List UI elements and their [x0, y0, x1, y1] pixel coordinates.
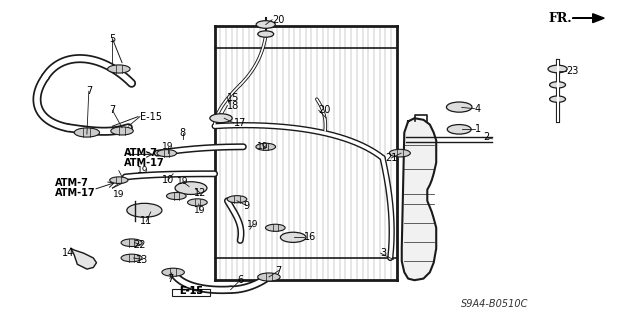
Text: 19: 19	[177, 177, 188, 186]
Ellipse shape	[162, 268, 184, 276]
Text: 1: 1	[474, 124, 481, 134]
Ellipse shape	[74, 128, 100, 137]
Ellipse shape	[109, 177, 128, 183]
Text: 20: 20	[272, 15, 284, 25]
Ellipse shape	[121, 239, 142, 247]
Text: 19: 19	[137, 166, 148, 175]
Text: 14: 14	[61, 248, 74, 258]
Text: 19: 19	[113, 190, 125, 199]
Text: 19: 19	[247, 220, 259, 229]
Text: 16: 16	[304, 232, 316, 242]
Text: 4: 4	[474, 104, 481, 114]
Text: 7: 7	[86, 86, 92, 96]
Text: 20: 20	[319, 105, 331, 115]
Polygon shape	[402, 118, 436, 280]
Ellipse shape	[127, 203, 162, 217]
Ellipse shape	[266, 224, 285, 231]
Ellipse shape	[188, 199, 207, 206]
Text: 18: 18	[227, 100, 239, 110]
Ellipse shape	[256, 21, 275, 28]
Text: 6: 6	[237, 275, 243, 285]
Ellipse shape	[175, 182, 207, 195]
Text: 13: 13	[136, 255, 148, 264]
Text: 19: 19	[194, 206, 205, 215]
Text: 3: 3	[381, 248, 387, 258]
Polygon shape	[71, 249, 97, 269]
Ellipse shape	[550, 82, 566, 88]
Ellipse shape	[447, 102, 472, 112]
FancyArrow shape	[572, 14, 604, 23]
Ellipse shape	[227, 196, 247, 203]
Text: 9: 9	[243, 201, 250, 211]
Bar	[172, 289, 210, 296]
Ellipse shape	[157, 150, 177, 157]
Text: FR.: FR.	[548, 12, 572, 25]
Ellipse shape	[258, 273, 280, 281]
Text: ATM-17: ATM-17	[124, 158, 164, 168]
Text: E-15: E-15	[179, 286, 203, 296]
Text: E-15: E-15	[179, 286, 203, 296]
Ellipse shape	[210, 114, 232, 123]
Ellipse shape	[166, 192, 186, 200]
Text: 23: 23	[566, 66, 579, 76]
Ellipse shape	[447, 124, 471, 134]
Text: 10: 10	[162, 175, 174, 185]
Text: 5: 5	[109, 34, 116, 44]
Ellipse shape	[256, 143, 276, 150]
Text: ATM-7: ATM-7	[124, 148, 158, 158]
Ellipse shape	[280, 232, 306, 242]
Text: 22: 22	[134, 240, 146, 250]
Text: 15: 15	[227, 93, 240, 103]
Text: 8: 8	[180, 128, 186, 137]
Text: 7: 7	[275, 266, 282, 276]
Text: 2: 2	[483, 132, 489, 142]
Ellipse shape	[111, 127, 133, 135]
Text: 19: 19	[163, 142, 174, 151]
Ellipse shape	[548, 65, 567, 73]
Text: ATM-7: ATM-7	[55, 178, 89, 188]
Text: 11: 11	[140, 216, 152, 226]
Text: ATM-17: ATM-17	[55, 188, 95, 198]
Text: E-15: E-15	[140, 112, 162, 122]
Text: 19: 19	[257, 142, 268, 151]
Ellipse shape	[258, 31, 274, 37]
Text: 7: 7	[167, 274, 173, 284]
Text: S9A4-B0510C: S9A4-B0510C	[461, 299, 528, 309]
Ellipse shape	[121, 254, 142, 262]
Ellipse shape	[108, 65, 130, 73]
Text: 21: 21	[385, 153, 397, 163]
Text: 17: 17	[234, 118, 246, 128]
Text: 7: 7	[109, 105, 116, 115]
Ellipse shape	[389, 149, 410, 157]
Text: 12: 12	[194, 188, 206, 198]
Ellipse shape	[550, 96, 566, 102]
